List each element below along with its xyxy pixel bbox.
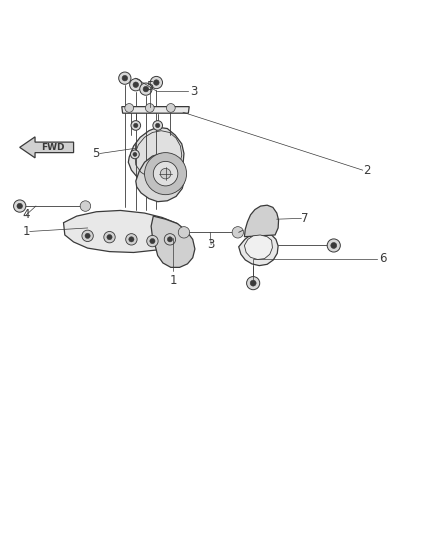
Text: 5: 5 xyxy=(146,80,153,93)
Text: 5: 5 xyxy=(92,147,100,160)
Circle shape xyxy=(145,103,154,112)
Circle shape xyxy=(17,203,22,209)
Circle shape xyxy=(126,233,137,245)
Circle shape xyxy=(145,152,187,195)
Polygon shape xyxy=(122,107,189,113)
Circle shape xyxy=(82,230,93,241)
Text: 3: 3 xyxy=(191,85,198,98)
Circle shape xyxy=(85,233,90,238)
Polygon shape xyxy=(136,154,185,201)
Text: 2: 2 xyxy=(363,164,370,176)
Circle shape xyxy=(153,161,178,186)
Text: 7: 7 xyxy=(301,212,309,225)
Polygon shape xyxy=(151,216,195,268)
Circle shape xyxy=(130,78,142,91)
Circle shape xyxy=(129,237,134,242)
Circle shape xyxy=(119,72,131,84)
Text: 1: 1 xyxy=(22,225,30,238)
Circle shape xyxy=(134,123,138,127)
Text: 4: 4 xyxy=(22,208,30,221)
Circle shape xyxy=(133,82,138,87)
Circle shape xyxy=(140,83,152,95)
Circle shape xyxy=(167,237,173,242)
Circle shape xyxy=(133,152,137,156)
Circle shape xyxy=(143,86,148,92)
Circle shape xyxy=(247,277,260,290)
Circle shape xyxy=(147,236,158,247)
Polygon shape xyxy=(244,235,272,260)
Circle shape xyxy=(331,243,337,248)
Text: FWD: FWD xyxy=(41,143,64,152)
Circle shape xyxy=(122,75,127,81)
Polygon shape xyxy=(20,137,74,158)
Circle shape xyxy=(131,120,141,130)
Polygon shape xyxy=(239,232,278,265)
Circle shape xyxy=(155,123,160,127)
Circle shape xyxy=(14,200,26,212)
Circle shape xyxy=(166,103,175,112)
Circle shape xyxy=(150,76,162,88)
Circle shape xyxy=(125,103,134,112)
Circle shape xyxy=(107,235,112,240)
Circle shape xyxy=(154,80,159,85)
Circle shape xyxy=(153,120,162,130)
Circle shape xyxy=(104,231,115,243)
Text: 3: 3 xyxy=(208,238,215,251)
Circle shape xyxy=(164,233,176,245)
Circle shape xyxy=(327,239,340,252)
Circle shape xyxy=(178,227,190,238)
Text: 6: 6 xyxy=(379,252,386,265)
Circle shape xyxy=(250,280,256,286)
Polygon shape xyxy=(64,211,183,253)
Circle shape xyxy=(160,168,171,179)
Circle shape xyxy=(150,238,155,244)
Polygon shape xyxy=(244,205,279,237)
Polygon shape xyxy=(128,127,184,185)
Circle shape xyxy=(131,150,139,159)
Text: 1: 1 xyxy=(169,274,177,287)
Circle shape xyxy=(80,201,91,211)
Circle shape xyxy=(232,227,244,238)
